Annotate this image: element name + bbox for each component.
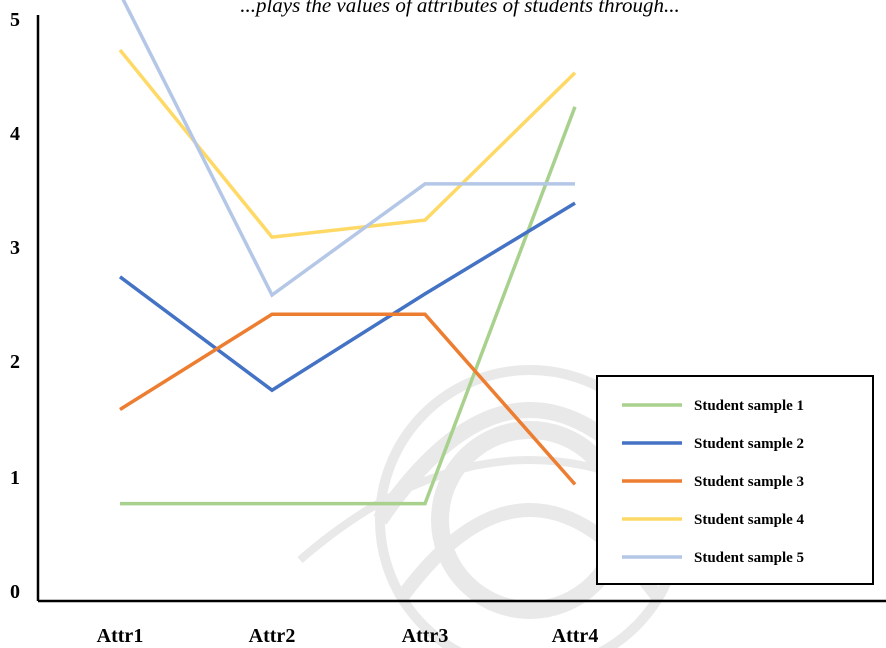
series-lines xyxy=(118,0,577,506)
legend-items: Student sample 1 Student sample 2 Student … xyxy=(622,398,805,566)
x-tick-label: Attr4 xyxy=(552,625,599,647)
y-tick-label: 4 xyxy=(10,123,20,145)
x-tick-label: Attr2 xyxy=(249,625,296,647)
y-tick-label: 5 xyxy=(10,9,20,31)
x-tick-label: Attr3 xyxy=(402,625,449,647)
series-line-5 xyxy=(121,0,575,298)
legend-label: Student sample 1 xyxy=(694,398,804,414)
legend-label: Student sample 2 xyxy=(694,436,804,452)
y-tick-label: 1 xyxy=(10,467,20,489)
series-line-2 xyxy=(118,201,576,393)
legend-label: Student sample 3 xyxy=(694,474,804,490)
chart-title: ...plays the values of attributes of stu… xyxy=(240,0,680,17)
legend-label: Student sample 5 xyxy=(694,550,804,566)
legend-label: Student sample 4 xyxy=(694,512,805,528)
series-line-1 xyxy=(120,106,577,506)
y-tick-labels: 0 1 2 3 4 5 xyxy=(10,9,20,603)
series-line-3 xyxy=(119,312,577,486)
x-tick-label: Attr1 xyxy=(97,625,144,647)
legend: Student sample 1 Student sample 2 Student … xyxy=(596,375,874,585)
x-tick-labels: Attr1 Attr2 Attr3 Attr4 xyxy=(97,625,599,647)
series-line-4 xyxy=(118,48,577,239)
y-tick-label: 0 xyxy=(10,581,20,603)
y-tick-label: 2 xyxy=(10,351,20,373)
y-tick-label: 3 xyxy=(10,237,20,259)
